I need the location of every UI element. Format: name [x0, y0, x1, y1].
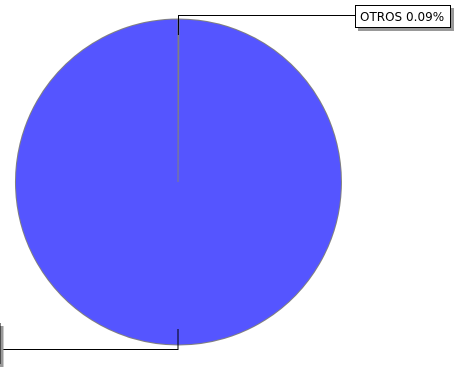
leader-line-0: [177, 15, 355, 36]
pie-label-box-0: [355, 5, 451, 28]
pie-leader-lines: [2, 15, 355, 350]
pie-label-0: OTROS 0.09%: [360, 10, 444, 24]
pie-slice-1: [14, 18, 342, 346]
leader-line-1: [2, 329, 179, 350]
pie-slices: [14, 18, 342, 346]
pie-labels: OTROS 0.09%: [0, 5, 451, 364]
